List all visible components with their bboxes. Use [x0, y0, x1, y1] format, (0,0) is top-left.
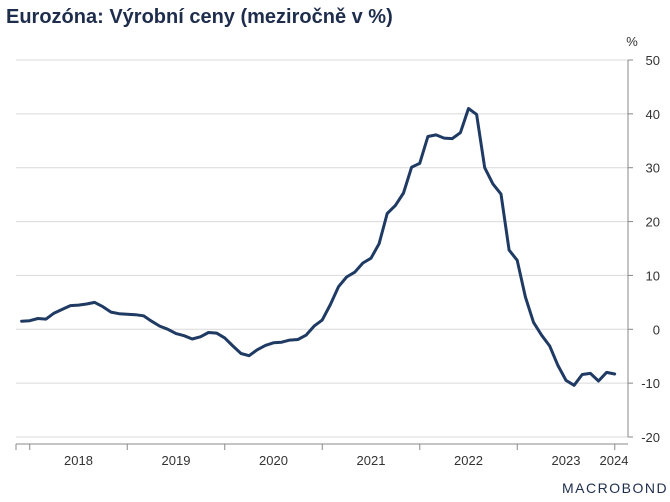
y-tick-label: 30: [646, 161, 660, 176]
x-tick-label: 2019: [162, 453, 191, 468]
series-layer: [20, 107, 617, 387]
x-tick-label: 2020: [259, 453, 288, 468]
x-tick-label: 2018: [64, 453, 93, 468]
series-line: [20, 107, 617, 387]
chart-title: Eurozóna: Výrobní ceny (meziročně v %): [6, 6, 393, 28]
x-tick-label: 2022: [454, 453, 483, 468]
tick-labels: 50 40 30 20 10 0 -10 -20% 2018 2019 2020 2021 2022 20…: [64, 34, 660, 468]
y-tick-label: -20: [641, 430, 660, 445]
axes: [15, 59, 633, 450]
x-tick-label: 2024: [600, 453, 629, 468]
y-tick-label: 20: [646, 215, 660, 230]
x-tick-label: 2021: [357, 453, 386, 468]
y-tick-label: 10: [646, 268, 660, 283]
brand-text: MACROBOND: [562, 480, 668, 496]
macrobond-logo: MACROBOND: [562, 480, 668, 496]
x-tick-label: 2023: [552, 453, 581, 468]
y-tick-label: 0: [653, 322, 660, 337]
y-tick-label: 40: [646, 107, 660, 122]
gridlines: [16, 59, 628, 438]
y-tick-label: 50: [646, 53, 660, 68]
y-tick-label: -10: [641, 376, 660, 391]
y-unit-label: %: [626, 34, 638, 49]
